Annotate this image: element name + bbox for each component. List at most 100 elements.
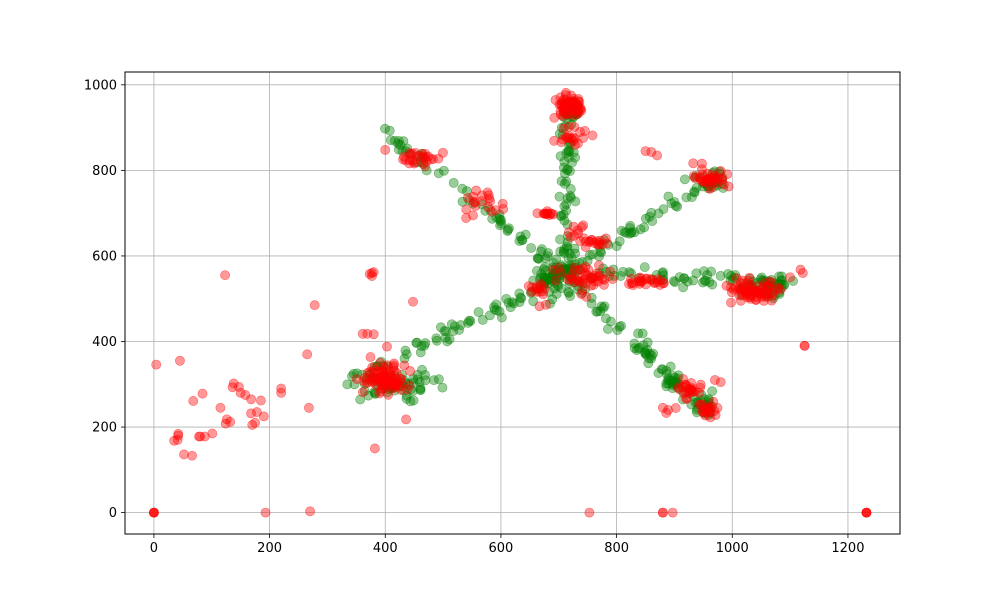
scatter-point <box>681 393 692 404</box>
y-tick-label: 800 <box>92 164 117 179</box>
scatter-point <box>415 385 426 396</box>
scatter-point <box>648 348 659 359</box>
scatter-point <box>658 267 668 278</box>
scatter-point <box>668 276 679 286</box>
scatter-point <box>566 274 577 285</box>
scatter-point <box>428 154 438 164</box>
scatter-point <box>225 417 236 427</box>
scatter-point <box>388 373 399 384</box>
scatter-point <box>497 198 508 209</box>
scatter-point <box>384 125 395 136</box>
scatter-point <box>616 320 626 331</box>
scatter-point <box>555 151 566 162</box>
scatter-point <box>477 196 487 207</box>
scatter-point <box>591 306 602 317</box>
scatter-point <box>697 158 707 169</box>
scatter-point <box>514 297 525 307</box>
scatter-point <box>408 395 419 406</box>
scatter-point <box>799 340 810 351</box>
scatter-point <box>556 137 567 148</box>
scatter-point <box>526 243 537 253</box>
scatter-point <box>607 274 618 285</box>
scatter-point <box>691 182 702 193</box>
scatter-point <box>437 382 448 393</box>
scatter-point <box>614 236 625 247</box>
scatter-point <box>751 281 762 292</box>
scatter-point <box>672 201 683 212</box>
scatter-point <box>468 210 478 221</box>
scatter-point <box>687 387 698 397</box>
scatter-point <box>367 362 378 373</box>
scatter-point <box>276 387 287 398</box>
scatter-point <box>549 135 559 146</box>
scatter-point <box>587 130 598 141</box>
scatter-point <box>699 266 709 276</box>
scatter-point <box>573 138 583 149</box>
scatter-point <box>658 278 669 288</box>
scatter-point <box>561 101 571 112</box>
scatter-point <box>562 219 573 230</box>
scatter-point <box>563 121 574 132</box>
scatter-point <box>572 272 583 283</box>
scatter-point <box>635 224 646 235</box>
scatter-point <box>380 144 391 155</box>
scatter-point <box>726 297 736 308</box>
scatter-point <box>681 192 692 203</box>
scatter-point <box>640 213 651 224</box>
scatter-point <box>700 177 711 188</box>
scatter-point <box>601 266 611 277</box>
scatter-point <box>649 277 660 288</box>
x-tick-label: 800 <box>604 541 629 556</box>
scatter-point <box>251 407 262 417</box>
scatter-point <box>448 177 459 188</box>
scatter-point <box>149 507 159 518</box>
scatter-point <box>420 370 430 380</box>
scatter-point <box>707 173 718 184</box>
scatter-point <box>639 262 650 272</box>
y-tick-label: 200 <box>92 421 117 436</box>
scatter-point <box>390 135 400 146</box>
scatter-point <box>715 270 726 281</box>
scatter-point <box>534 301 545 312</box>
scatter-point <box>678 282 688 293</box>
scatter-point <box>561 199 572 209</box>
scatter-point <box>545 298 555 309</box>
scatter-point <box>175 355 185 366</box>
scatter-point <box>207 428 218 439</box>
scatter-point <box>555 234 565 245</box>
scatter-point <box>574 276 585 287</box>
scatter-point <box>534 253 544 264</box>
scatter-point <box>618 266 628 277</box>
scatter-point <box>517 235 528 245</box>
scatter-point <box>482 187 493 198</box>
scatter-point <box>657 507 668 518</box>
scatter-point <box>461 204 472 215</box>
scatter-point <box>503 223 514 234</box>
scatter-point <box>484 310 495 321</box>
scatter-point <box>568 147 579 158</box>
x-tick-label: 0 <box>150 541 158 556</box>
scatter-point <box>514 288 525 299</box>
scatter-point <box>470 201 481 211</box>
scatter-point <box>705 412 716 423</box>
scatter-point <box>398 154 408 165</box>
scatter-point <box>767 290 778 301</box>
scatter-point <box>542 206 553 217</box>
scatter-point <box>553 281 564 292</box>
scatter-point <box>502 226 513 236</box>
scatter-point <box>670 403 681 413</box>
scatter-point <box>574 264 585 275</box>
scatter-point <box>436 322 446 333</box>
scatter-point <box>707 279 718 290</box>
scatter-point <box>626 227 637 238</box>
scatter-point <box>602 238 613 249</box>
scatter-point <box>699 275 710 286</box>
scatter-point <box>549 113 560 123</box>
scatter-point <box>457 183 468 194</box>
scatter-point <box>220 270 230 281</box>
scatter-point <box>368 365 379 375</box>
x-axis: 0 200 400 600 800 1000 1200 <box>150 534 864 556</box>
scatter-point <box>715 377 726 388</box>
scatter-point <box>538 289 549 300</box>
scatter-point <box>584 507 595 518</box>
